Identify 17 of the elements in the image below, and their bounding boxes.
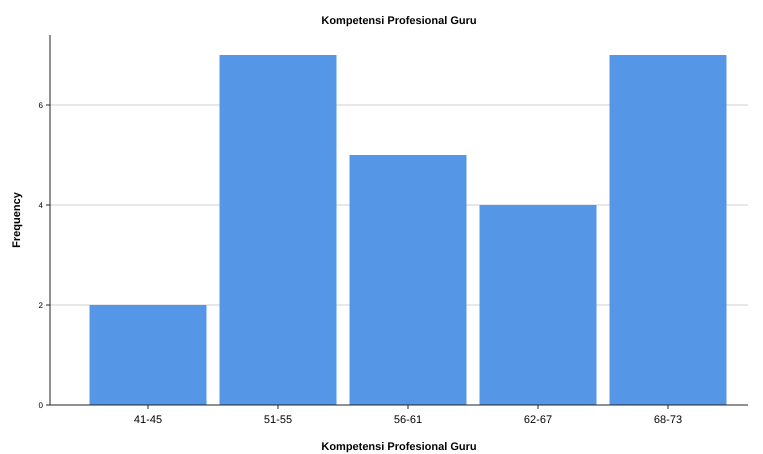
bar [350, 155, 466, 405]
y-tick-label: 6 [38, 100, 44, 110]
x-tick-label: 68-73 [654, 414, 682, 426]
bar [480, 205, 596, 405]
bar [90, 305, 206, 405]
y-tick-label: 4 [38, 200, 44, 210]
x-axis-title: Kompetensi Profesional Guru [321, 441, 477, 453]
y-axis-title: Frequency [11, 191, 23, 248]
y-tick-label: 2 [38, 300, 44, 310]
bar [610, 55, 726, 405]
x-tick-label: 51-55 [264, 414, 292, 426]
bar [220, 55, 336, 405]
chart-title: Kompetensi Profesional Guru [321, 15, 477, 27]
x-tick-label: 56-61 [394, 414, 422, 426]
y-tick-label: 0 [38, 400, 44, 410]
x-tick-label: 62-67 [524, 414, 552, 426]
x-tick-label: 41-45 [134, 414, 162, 426]
